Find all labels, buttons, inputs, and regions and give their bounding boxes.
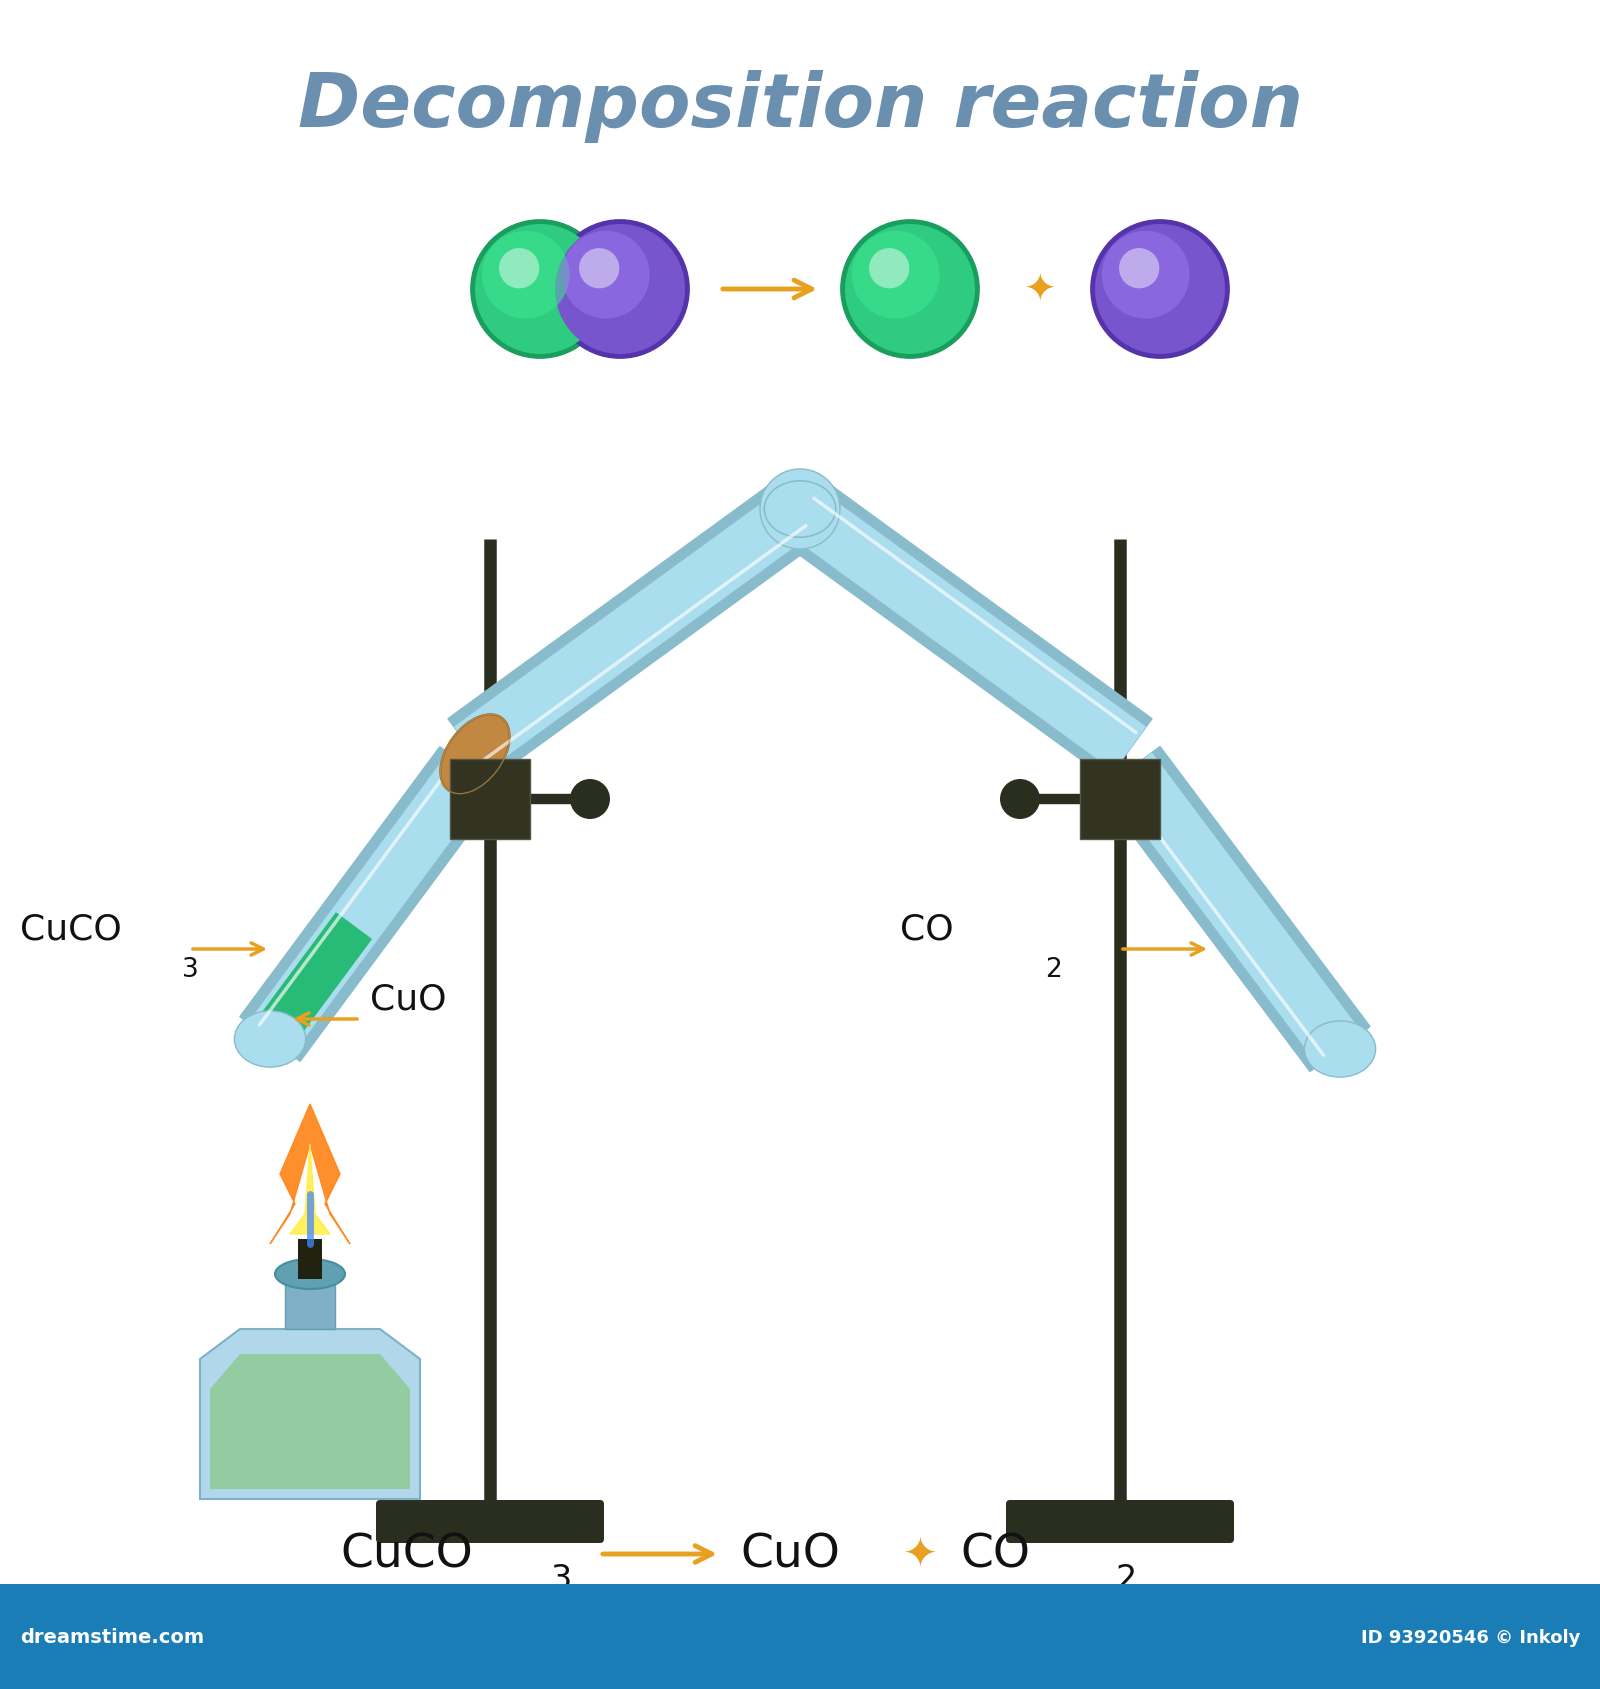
- FancyBboxPatch shape: [450, 760, 530, 839]
- Polygon shape: [270, 1105, 350, 1245]
- Text: CuCO: CuCO: [21, 912, 122, 946]
- Polygon shape: [210, 1355, 410, 1490]
- Ellipse shape: [555, 225, 685, 355]
- Polygon shape: [454, 488, 816, 772]
- Ellipse shape: [275, 1260, 346, 1289]
- Polygon shape: [290, 1145, 330, 1235]
- Polygon shape: [778, 480, 1152, 780]
- Text: CuCO: CuCO: [341, 1532, 472, 1576]
- Text: 2: 2: [1045, 956, 1062, 983]
- Ellipse shape: [579, 248, 619, 289]
- Ellipse shape: [550, 220, 690, 360]
- Text: ✦: ✦: [1024, 270, 1056, 309]
- Polygon shape: [251, 912, 373, 1052]
- Ellipse shape: [470, 220, 610, 360]
- Text: CuO: CuO: [370, 983, 446, 1017]
- Ellipse shape: [482, 231, 570, 319]
- Ellipse shape: [440, 714, 510, 794]
- Ellipse shape: [1102, 231, 1189, 319]
- Text: 3: 3: [550, 1562, 571, 1596]
- Ellipse shape: [840, 220, 979, 360]
- Ellipse shape: [869, 248, 909, 289]
- Bar: [285, 1279, 334, 1329]
- Polygon shape: [240, 747, 501, 1062]
- Ellipse shape: [234, 1012, 306, 1067]
- Text: CO: CO: [960, 1532, 1030, 1576]
- FancyBboxPatch shape: [376, 1500, 605, 1544]
- Polygon shape: [784, 488, 1146, 772]
- Polygon shape: [1101, 747, 1370, 1073]
- Ellipse shape: [1090, 220, 1230, 360]
- Text: ID 93920546 © Inkoly: ID 93920546 © Inkoly: [1360, 1628, 1581, 1647]
- Ellipse shape: [851, 231, 939, 319]
- Text: ✦: ✦: [902, 1534, 938, 1576]
- Polygon shape: [1107, 753, 1362, 1066]
- Ellipse shape: [1000, 780, 1040, 819]
- Polygon shape: [248, 753, 493, 1056]
- Text: 3: 3: [182, 956, 198, 983]
- Ellipse shape: [845, 225, 974, 355]
- Bar: [298, 1240, 322, 1279]
- Ellipse shape: [1094, 225, 1226, 355]
- Ellipse shape: [765, 481, 835, 537]
- Ellipse shape: [765, 481, 835, 537]
- FancyBboxPatch shape: [1080, 760, 1160, 839]
- Polygon shape: [200, 1329, 421, 1500]
- Text: Decomposition reaction: Decomposition reaction: [298, 69, 1302, 144]
- Text: 2: 2: [1115, 1562, 1136, 1596]
- Text: CO: CO: [901, 912, 954, 946]
- Text: CuO: CuO: [741, 1532, 840, 1576]
- Ellipse shape: [1304, 1022, 1376, 1078]
- FancyBboxPatch shape: [0, 1584, 1600, 1689]
- Ellipse shape: [570, 780, 610, 819]
- Text: dreamstime.com: dreamstime.com: [21, 1628, 205, 1647]
- FancyBboxPatch shape: [1006, 1500, 1234, 1544]
- Ellipse shape: [499, 248, 539, 289]
- Ellipse shape: [1118, 248, 1160, 289]
- Ellipse shape: [475, 225, 605, 355]
- Polygon shape: [448, 480, 822, 780]
- Ellipse shape: [562, 231, 650, 319]
- Ellipse shape: [760, 470, 840, 549]
